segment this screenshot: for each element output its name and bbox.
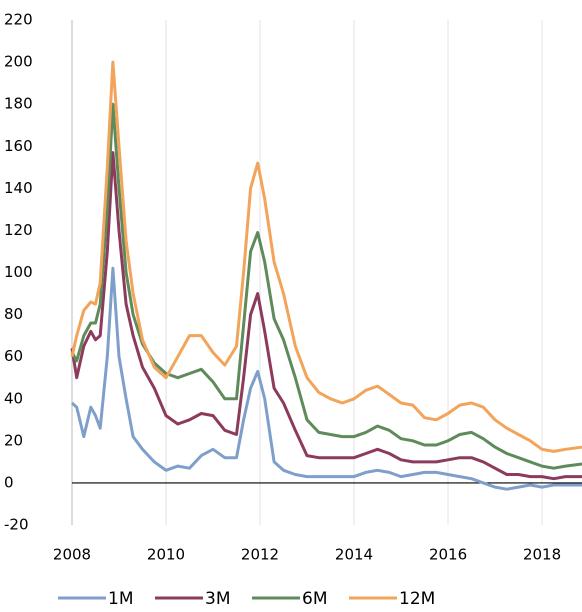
y-tick-label: 80 [4,305,23,323]
y-tick-label: 200 [4,53,33,71]
x-tick-label: 2012 [241,546,279,564]
x-tick-label: 2010 [147,546,185,564]
y-tick-label: -20 [4,516,29,534]
legend-label: 12M [399,589,435,609]
y-tick-label: 220 [4,11,33,29]
series-line [70,102,582,470]
x-tick-label: 2018 [523,546,561,564]
legend-label: 1M [108,589,133,609]
y-tick-label: 20 [4,431,23,449]
series-line [71,266,582,491]
y-tick-label: 40 [4,389,23,407]
y-tick-label: 60 [4,347,23,365]
series-line [70,151,582,481]
series-line [70,60,582,453]
y-tick-label: 180 [4,95,33,113]
y-tick-label: 120 [4,221,33,239]
y-tick-label: 140 [4,179,33,197]
y-tick-label: 100 [4,263,33,281]
x-tick-label: 2008 [53,546,91,564]
y-tick-label: 0 [4,473,14,491]
legend-label: 3M [205,589,230,609]
y-tick-label: 160 [4,137,33,155]
x-tick-label: 2016 [429,546,467,564]
x-tick-label: 2014 [335,546,373,564]
legend-label: 6M [302,589,327,609]
